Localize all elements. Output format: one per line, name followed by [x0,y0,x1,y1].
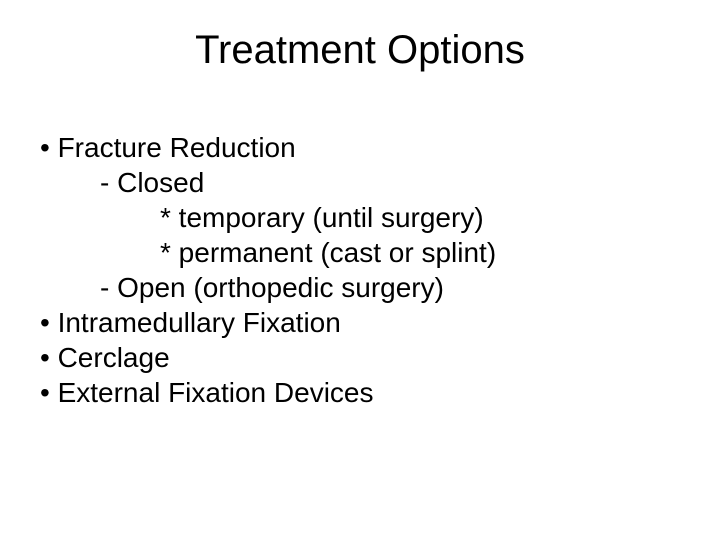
slide: Treatment Options • Fracture Reduction -… [0,0,720,540]
subsubitem-temporary: * temporary (until surgery) [40,200,496,235]
bullet-intramedullary: • Intramedullary Fixation [40,305,496,340]
slide-body: • Fracture Reduction - Closed * temporar… [40,130,496,410]
bullet-cerclage: • Cerclage [40,340,496,375]
subitem-closed: - Closed [40,165,496,200]
slide-title: Treatment Options [0,28,720,73]
bullet-fracture-reduction: • Fracture Reduction [40,130,496,165]
subsubitem-permanent: * permanent (cast or splint) [40,235,496,270]
bullet-external-fixation: • External Fixation Devices [40,375,496,410]
subitem-open: - Open (orthopedic surgery) [40,270,496,305]
